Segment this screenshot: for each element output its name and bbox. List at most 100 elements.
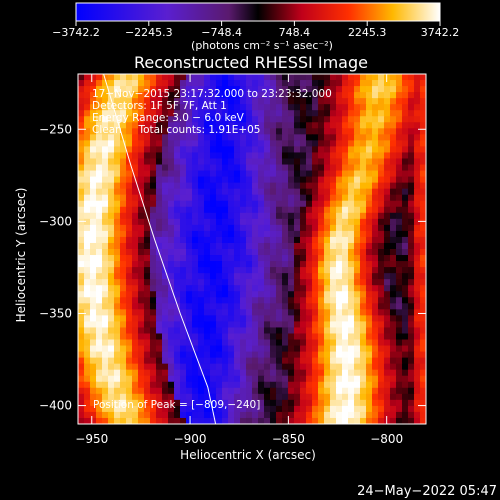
heatmap-cell [90,411,97,419]
heatmap-cell [294,200,301,208]
heatmap-cell [252,146,259,154]
heatmap-cell [258,230,265,238]
heatmap-cell [102,279,109,286]
heatmap-cell [336,188,343,196]
heatmap-cell [270,110,277,117]
heatmap-cell [258,224,265,232]
heatmap-cell [300,194,307,202]
heatmap-cell [90,74,97,81]
heatmap-cell [156,393,163,401]
heatmap-cell [384,357,391,365]
heatmap-cell [192,327,199,335]
heatmap-cell [210,200,217,208]
heatmap-cell [204,92,211,99]
heatmap-cell [396,146,403,154]
heatmap-cell [78,255,85,262]
heatmap-cell [414,309,421,316]
heatmap-cell [366,152,373,160]
heatmap-cell [312,357,319,365]
heatmap-cell [366,309,373,316]
heatmap-cell [378,200,385,208]
heatmap-cell [228,170,235,178]
heatmap-cell [354,74,361,81]
heatmap-cell [210,321,217,329]
heatmap-cell [138,182,145,190]
heatmap-cell [144,261,151,268]
heatmap-cell [102,261,109,268]
heatmap-cell [408,285,415,292]
heatmap-cell [186,411,193,419]
heatmap-cell [222,188,229,196]
heatmap-cell [156,128,163,135]
heatmap-cell [288,80,295,87]
heatmap-cell [264,267,271,274]
heatmap-cell [114,417,121,424]
heatmap-cell [198,158,205,166]
heatmap-cell [240,327,247,335]
heatmap-cell [114,273,121,280]
heatmap-cell [264,212,271,220]
heatmap-cell [366,249,373,256]
heatmap-cell [366,110,373,117]
heatmap-cell [150,387,157,395]
heatmap-cell [384,140,391,148]
heatmap-cell [120,339,127,347]
heatmap-cell [312,218,319,226]
heatmap-cell [210,339,217,347]
heatmap-cell [420,405,426,413]
heatmap-cell [282,405,289,413]
heatmap-cell [126,98,133,105]
heatmap-cell [186,212,193,220]
heatmap-cell [306,315,313,323]
heatmap-cell [372,116,379,123]
heatmap-cell [348,321,355,329]
heatmap-cell [210,387,217,395]
heatmap-cell [162,399,169,407]
heatmap-cell [84,357,91,365]
heatmap-cell [246,134,253,141]
heatmap-cell [252,212,259,220]
heatmap-cell [150,369,157,377]
heatmap-cell [396,351,403,359]
heatmap-cell [78,200,85,208]
heatmap-cell [378,116,385,123]
heatmap-cell [84,242,91,250]
heatmap-cell [402,200,409,208]
heatmap-cell [246,218,253,226]
heatmap-cell [228,116,235,123]
heatmap-cell [84,218,91,226]
heatmap-cell [156,375,163,383]
heatmap-cell [258,387,265,395]
heatmap-cell [306,363,313,371]
heatmap-cell [336,212,343,220]
heatmap-cell [108,110,115,117]
heatmap-cell [336,303,343,310]
heatmap-cell [366,267,373,274]
heatmap-cell [348,80,355,87]
heatmap-cell [396,339,403,347]
heatmap-cell [156,152,163,160]
heatmap-cell [198,74,205,81]
heatmap-cell [408,74,415,81]
heatmap-cell [378,357,385,365]
heatmap-cell [240,333,247,341]
heatmap-cell [384,267,391,274]
heatmap-cell [78,146,85,154]
heatmap-cell [216,261,223,268]
heatmap-cell [102,411,109,419]
heatmap-cell [138,417,145,424]
heatmap-cell [126,315,133,323]
colorbar [75,2,441,22]
heatmap-cell [78,351,85,359]
heatmap-cell [252,122,259,129]
heatmap-cell [246,170,253,178]
heatmap-cell [78,297,85,304]
heatmap-cell [204,110,211,117]
heatmap-cell [156,351,163,359]
heatmap-cell [108,194,115,202]
y-tick-label: −400 [39,399,72,413]
heatmap-cell [348,345,355,353]
heatmap-cell [288,122,295,129]
heatmap-cell [294,375,301,383]
heatmap-cell [222,116,229,123]
